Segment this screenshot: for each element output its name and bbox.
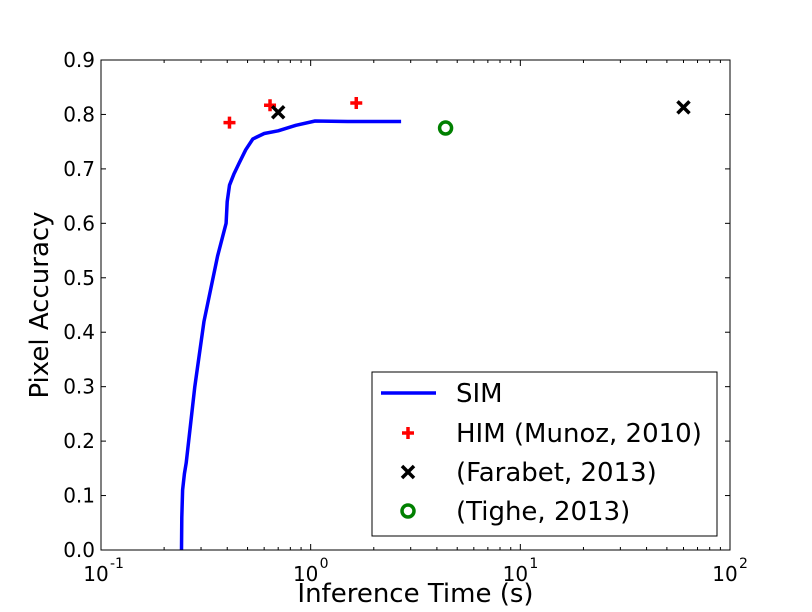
y-tick-label: 0.4 [63, 320, 95, 344]
data-point-plus [264, 99, 277, 112]
legend-swatch-x [400, 464, 416, 480]
y-tick-label: 0.0 [63, 538, 95, 562]
legend-swatch-circle [400, 503, 416, 519]
x-axis-title: Inference Time (s) [297, 579, 533, 609]
y-tick-label: 0.2 [63, 429, 95, 453]
plot-frame [100, 59, 731, 551]
x-tick-exponent: 1 [529, 556, 538, 572]
data-point-plus [223, 116, 236, 129]
x-tick-label: 10 [712, 562, 737, 586]
y-tick-label: 0.7 [63, 157, 95, 181]
legend-label: HIM (Munoz, 2010) [456, 419, 702, 449]
x-tick-exponent: 0 [320, 556, 329, 572]
x-tick-label: 10 [83, 562, 108, 586]
plot-series [179, 97, 691, 551]
legend-label: (Tighe, 2013) [456, 497, 630, 527]
legend-swatch-plus [402, 427, 414, 439]
x-tick-exponent: 2 [739, 556, 748, 572]
y-tick-label: 0.1 [63, 484, 95, 508]
y-tick-label: 0.5 [63, 266, 95, 290]
legend-label: SIM [456, 379, 503, 409]
y-tick-label: 0.3 [63, 375, 95, 399]
y-tick-label: 0.8 [63, 102, 95, 126]
y-axis-title: Pixel Accuracy [25, 211, 55, 398]
data-point-x [676, 100, 691, 115]
x-tick-label: 10 [503, 562, 528, 586]
data-point-circle [437, 120, 454, 136]
x-tick-label: 10 [293, 562, 318, 586]
y-axis-ticks: 0.0 0.1 0.2 0.3 0.4 0.5 0.6 0.7 0.8 0.9 [63, 48, 730, 562]
y-tick-label: 0.6 [63, 211, 95, 235]
data-point-plus [350, 97, 363, 110]
legend-label: (Farabet, 2013) [456, 458, 657, 488]
y-tick-label: 0.9 [63, 48, 95, 72]
x-tick-exponent: -1 [110, 556, 124, 572]
data-point-x [270, 105, 286, 120]
legend-box [371, 371, 718, 537]
series-line-sim [179, 119, 402, 551]
legend: SIM HIM (Munoz, 2010) (Farabet, 2013) (Tigh… [371, 371, 718, 537]
